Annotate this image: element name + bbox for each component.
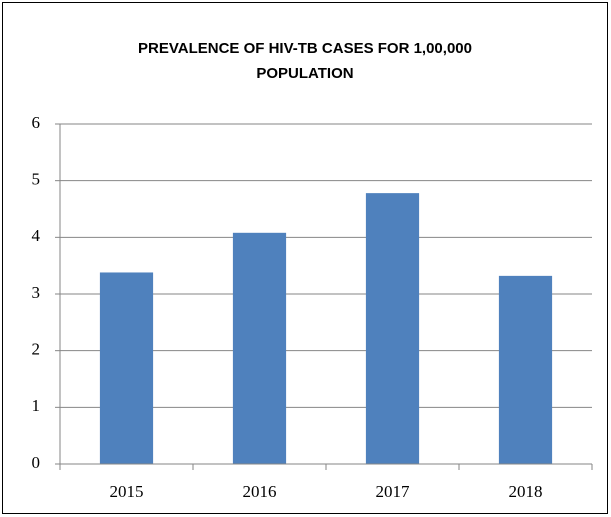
bar	[365, 193, 420, 464]
y-tick-label: 0	[32, 453, 41, 472]
y-tick-label: 2	[32, 340, 41, 359]
y-tick-label: 6	[32, 113, 41, 132]
y-tick-label: 4	[32, 226, 41, 245]
x-tick-label: 2018	[509, 482, 543, 501]
x-tick-label: 2015	[110, 482, 144, 501]
chart-title: PREVALENCE OF HIV-TB CASES FOR 1,00,000 …	[138, 40, 472, 82]
y-tick-label: 5	[32, 170, 41, 189]
bar	[232, 232, 287, 464]
x-tick-label: 2017	[376, 482, 411, 501]
bar	[99, 272, 154, 464]
x-tick-label: 2016	[243, 482, 277, 501]
y-tick-label: 1	[32, 396, 41, 415]
bar	[498, 275, 553, 464]
y-tick-label: 3	[32, 283, 41, 302]
